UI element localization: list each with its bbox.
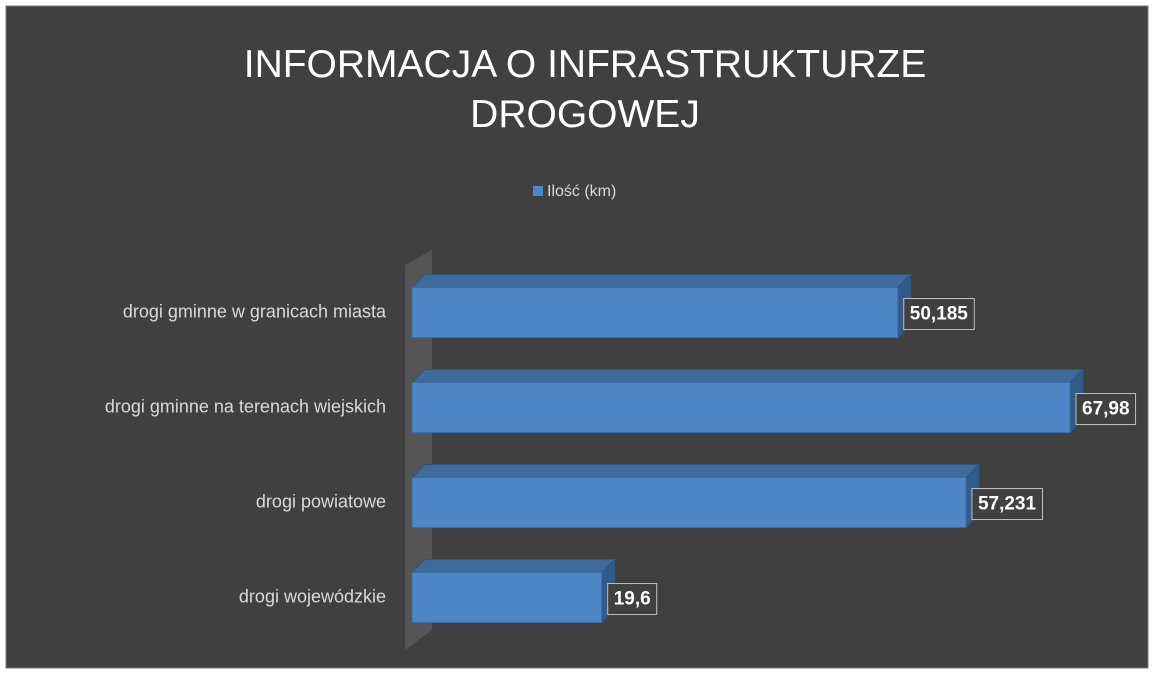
data-label: 50,185 [910, 304, 969, 325]
back-wall [405, 250, 432, 650]
data-label-box [971, 488, 1044, 521]
bar-top [410, 369, 1085, 383]
bar-top [410, 464, 981, 478]
data-label-box [1075, 393, 1137, 426]
data-label: 19,6 [614, 589, 651, 610]
bar-top [410, 274, 912, 288]
data-label: 57,231 [978, 494, 1037, 515]
bar-top [410, 559, 616, 573]
bar [411, 572, 603, 623]
y-tick-label: drogi powiatowe [256, 491, 386, 511]
legend-swatch [533, 186, 543, 196]
y-tick-label: drogi gminne na terenach wiejskich [105, 396, 386, 416]
legend-label: Ilość (km) [547, 183, 616, 200]
bar [411, 287, 899, 338]
chart-title: INFORMACJA O INFRASTRUKTURZE DROGOWEJ [243, 43, 927, 136]
data-label: 67,98 [1082, 399, 1130, 420]
y-tick-label: drogi wojewódzkie [239, 586, 386, 606]
bar [411, 477, 967, 528]
data-label-box [903, 298, 975, 331]
bar [411, 382, 1071, 433]
data-label-box [607, 583, 658, 616]
y-tick-label: drogi gminne w granicach miasta [123, 301, 387, 321]
